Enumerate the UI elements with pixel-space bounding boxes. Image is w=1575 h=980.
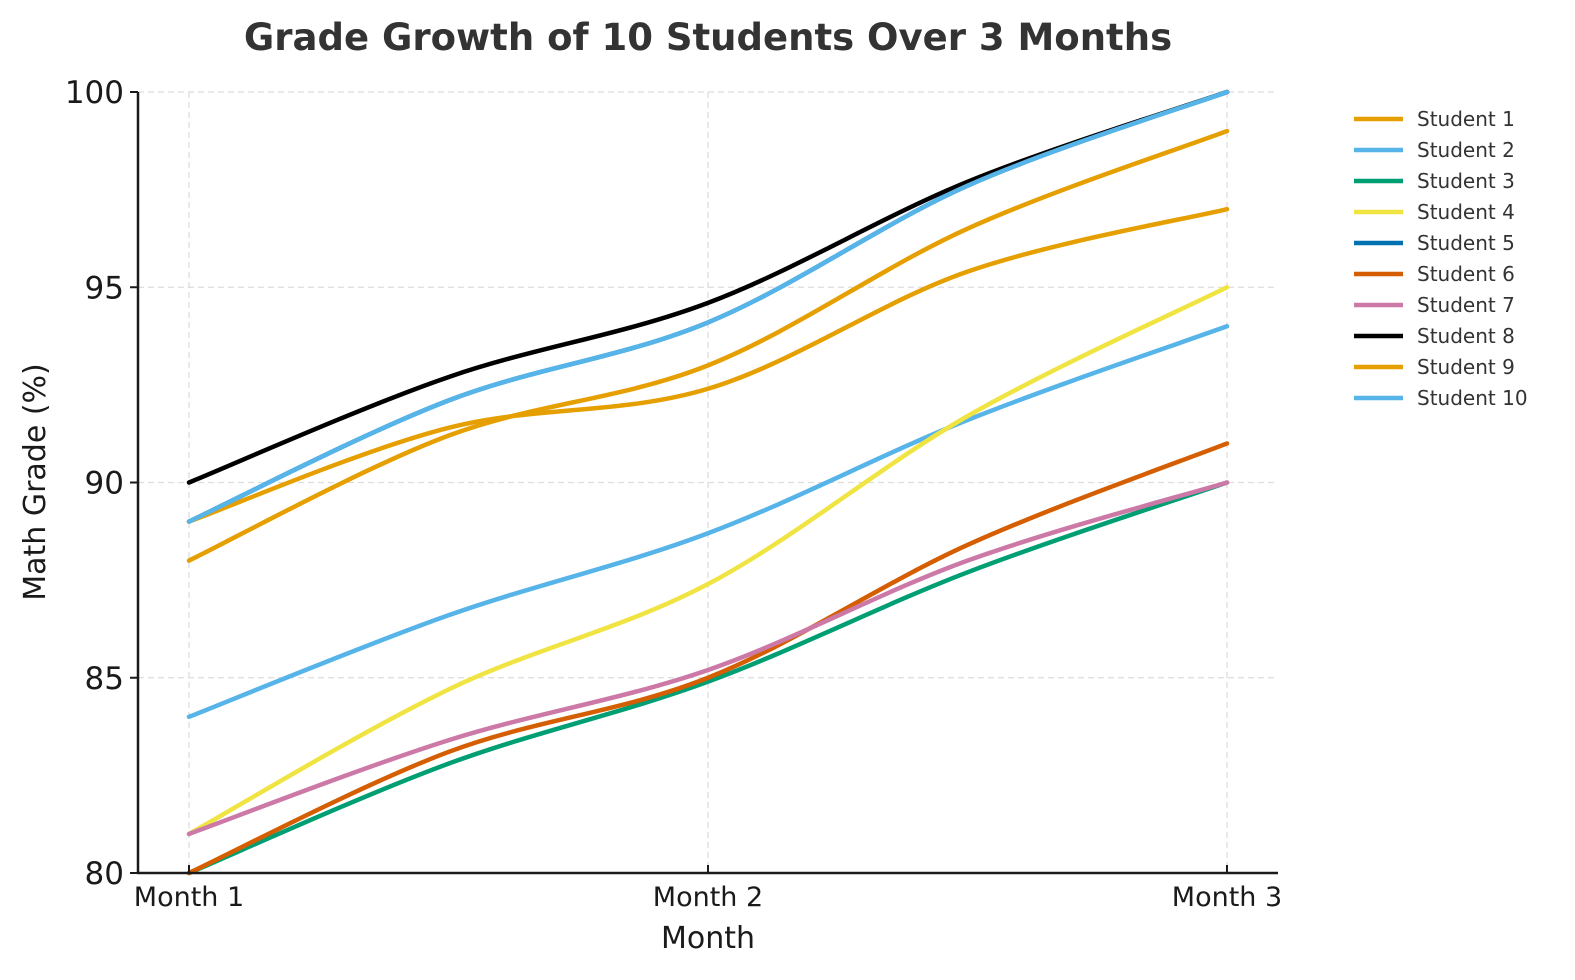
chart-title: Grade Growth of 10 Students Over 3 Month…: [244, 16, 1172, 59]
y-tick-label: 95: [85, 270, 124, 306]
series-line-student-2: [186, 324, 1230, 720]
series-line-student-6: [186, 441, 1230, 876]
legend-label: Student 6: [1417, 262, 1515, 286]
x-tick-label: Month 2: [653, 882, 763, 913]
series-line-student-10: [186, 89, 1230, 524]
legend-label: Student 9: [1417, 355, 1515, 379]
series-line-student-9: [186, 206, 1230, 524]
series-lines: [186, 89, 1230, 876]
series-line-student-1: [186, 128, 1230, 563]
y-axis-label: Math Grade (%): [18, 363, 53, 601]
legend-label: Student 4: [1417, 200, 1515, 224]
x-ticks: Month 1 Month 2 Month 3: [134, 865, 1282, 913]
y-tick-label: 100: [65, 75, 124, 111]
y-tick-label: 90: [85, 466, 124, 502]
series-line-student-7: [186, 480, 1230, 837]
legend-label: Student 10: [1417, 386, 1528, 410]
x-tick-label: Month 3: [1172, 882, 1282, 913]
grid: [138, 91, 1278, 873]
y-tick-label: 80: [85, 856, 124, 892]
legend-label: Student 7: [1417, 293, 1515, 317]
x-tick-label: Month 1: [134, 882, 244, 913]
legend-label: Student 2: [1417, 138, 1515, 162]
series-line-student-4: [186, 285, 1230, 837]
y-ticks: 80 85 90 95 100: [65, 75, 138, 892]
legend-label: Student 8: [1417, 324, 1515, 348]
legend-label: Student 3: [1417, 169, 1515, 193]
legend: Student 1 Student 2 Student 3 Student 4 Stud…: [1354, 107, 1528, 410]
legend-label: Student 1: [1417, 107, 1515, 131]
series-line-student-3: [186, 480, 1230, 876]
x-axis-label: Month: [661, 921, 755, 956]
legend-label: Student 5: [1417, 231, 1515, 255]
y-tick-label: 85: [85, 661, 124, 697]
